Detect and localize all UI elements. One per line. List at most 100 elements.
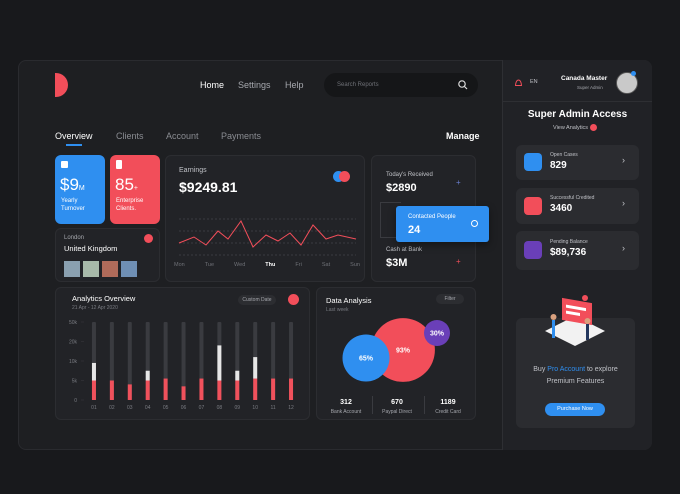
nav-link[interactable]: Settings <box>238 80 271 90</box>
search-box[interactable] <box>324 73 478 97</box>
access-item[interactable]: Open Cases 829 › <box>516 145 639 180</box>
nav-link[interactable]: Help <box>285 80 304 90</box>
manage-link[interactable]: Manage <box>446 131 480 141</box>
promo-highlight: Pro Account <box>547 366 586 373</box>
contacted-popup: Contacted People 24 <box>396 206 489 242</box>
thumb <box>64 261 80 277</box>
chevron: › <box>622 243 625 253</box>
country: United Kingdom <box>64 244 118 253</box>
access-item[interactable]: Successful Credited 3460 › <box>516 188 639 224</box>
analysis-filter[interactable]: Filter <box>436 294 464 304</box>
pin[interactable] <box>144 234 153 243</box>
bar-segment <box>109 380 114 400</box>
bubble-label: 93% <box>396 348 411 355</box>
language[interactable]: EN <box>530 79 538 85</box>
avatar[interactable] <box>616 72 638 94</box>
tab-underline <box>66 144 82 146</box>
item-label: Open Cases <box>550 152 578 158</box>
turnover-value: $9M <box>60 175 85 195</box>
y-tick-label: 50k <box>69 320 78 326</box>
day-label: Thu <box>265 262 276 268</box>
analysis-title: Data Analysis <box>326 296 372 305</box>
bar-segment <box>199 378 204 400</box>
day-label: Wed <box>234 262 246 268</box>
x-tick-label: 01 <box>91 405 97 411</box>
promo-illustration <box>545 295 605 346</box>
day-label: Sat <box>321 262 331 268</box>
day-label: Fri <box>295 262 302 268</box>
x-labels: Mon Tue Wed Thu Fri Sat Sun <box>174 262 360 268</box>
close-button[interactable] <box>288 294 299 305</box>
chevron: › <box>622 198 625 208</box>
contacted-value: 24 <box>408 224 421 236</box>
bar-segment <box>289 378 294 400</box>
received-value: $2890 <box>386 182 417 194</box>
dot <box>471 220 478 227</box>
bar-segment <box>235 370 240 381</box>
promo-after: to explore <box>586 366 618 373</box>
item-icon <box>524 197 542 215</box>
received-label: Today's Received <box>386 172 433 178</box>
day-label: Tue <box>204 262 215 268</box>
legend-dot <box>333 171 344 182</box>
x-tick-label: 06 <box>181 405 187 411</box>
x-tick-label: 09 <box>235 405 241 411</box>
date-filter[interactable]: Custom Date <box>238 295 276 305</box>
promo-line2: Premium Features <box>546 378 605 385</box>
bar-segment <box>145 370 150 381</box>
clients-value: 85+ <box>115 175 138 195</box>
city: London <box>64 235 85 241</box>
stat-label: Paypal Direct <box>382 409 412 415</box>
logo <box>55 73 68 97</box>
bar-segment <box>253 357 258 379</box>
profile-name: Canada Master <box>561 75 608 82</box>
earnings-line <box>178 220 357 248</box>
x-tick-label: 05 <box>163 405 169 411</box>
purchase-button[interactable]: Purchase Now <box>545 403 605 416</box>
y-tick-label: 0 <box>74 398 77 404</box>
link-badge <box>589 124 597 131</box>
analytics-chart: 0 5k 10k 20k 50k 01 02 03 04 05 06 07 08 09 10 11 12 <box>69 320 294 411</box>
tab[interactable]: Overview <box>55 131 93 141</box>
link-text: View Analytics <box>553 124 589 131</box>
access-link[interactable]: View Analytics <box>553 124 597 131</box>
bar-segment <box>145 380 150 400</box>
thumb <box>102 261 118 277</box>
tab[interactable]: Clients <box>116 131 144 141</box>
bell-icon[interactable] <box>514 78 523 88</box>
day-label: Sun <box>350 262 360 268</box>
item-value: $89,736 <box>550 247 587 258</box>
bar-segment <box>91 362 96 381</box>
divider <box>372 396 373 414</box>
bar-segment <box>127 384 132 400</box>
analytics-range: 21 Apr - 12 Apr 2020 <box>72 305 118 311</box>
earnings-value: $9249.81 <box>179 179 238 195</box>
x-tick-label: 10 <box>252 405 258 411</box>
bar-segment <box>181 386 186 400</box>
bubble <box>342 334 390 382</box>
contacted-label: Contacted People <box>408 214 456 220</box>
search-icon <box>458 80 468 90</box>
access-item[interactable]: Pending Balance $89,736 › <box>516 231 639 270</box>
tab[interactable]: Payments <box>221 131 262 141</box>
bar-segment <box>253 378 258 400</box>
item-value: 829 <box>550 160 567 171</box>
unit: + <box>133 185 139 192</box>
item-label: Successful Credited <box>550 195 595 201</box>
y-tick-label: 10k <box>69 359 78 365</box>
placeholder-box <box>380 202 401 238</box>
stat-label: Bank Account <box>331 409 362 415</box>
earnings-line-chart <box>178 218 357 256</box>
bubble <box>424 320 450 346</box>
search-placeholder: Search Reports <box>337 82 379 88</box>
unit: M <box>78 185 85 192</box>
plus: + <box>456 257 461 266</box>
nav-link[interactable]: Home <box>200 80 225 90</box>
tab[interactable]: Account <box>166 131 199 141</box>
profile-role: Super Admin <box>577 85 603 90</box>
bubble-label: 65% <box>359 356 374 363</box>
bar-segment <box>91 380 96 400</box>
icon <box>116 160 122 169</box>
item-icon <box>524 241 542 259</box>
